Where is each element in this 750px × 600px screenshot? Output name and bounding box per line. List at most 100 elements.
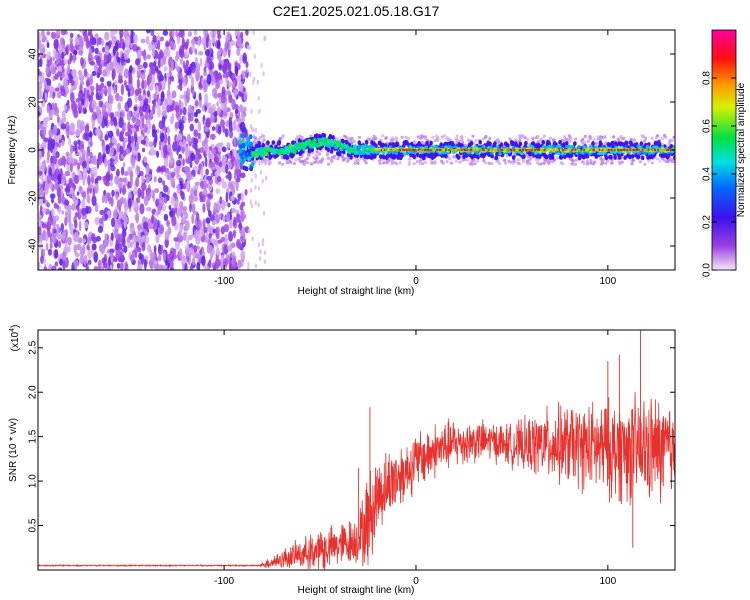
spectrogram-core bbox=[637, 151, 642, 155]
spectrogram-peak bbox=[509, 148, 513, 152]
spectrogram-halo bbox=[317, 152, 322, 156]
spectrogram-noise-blob bbox=[53, 38, 59, 50]
spectrogram-halo bbox=[382, 161, 386, 165]
spectrogram-noise-blob bbox=[190, 66, 196, 74]
spectrogram-noise-blob bbox=[119, 66, 123, 76]
spectrogram-halo bbox=[526, 159, 530, 163]
spectrogram-noise-blob bbox=[127, 128, 133, 137]
spectrogram-peak bbox=[380, 148, 383, 152]
spectrogram-noise-blob bbox=[222, 201, 228, 206]
spectrogram-halo bbox=[418, 136, 422, 140]
spectrogram-noise-blob bbox=[206, 55, 211, 61]
spectrogram-noise-blob bbox=[67, 246, 71, 253]
spectrogram-noise-blob bbox=[188, 194, 194, 204]
spectrogram-halo bbox=[407, 136, 411, 140]
spectrogram-noise-blob bbox=[193, 112, 198, 117]
spectrogram-peak bbox=[540, 148, 543, 152]
spectrogram-noise-blob bbox=[60, 30, 67, 36]
spectrogram-noise-blob bbox=[109, 162, 115, 168]
spectrogram-noise-blob bbox=[210, 173, 214, 178]
spectrogram-halo bbox=[346, 156, 350, 160]
spectrogram-noise-blob bbox=[80, 246, 85, 258]
spectrogram-noise-blob bbox=[225, 212, 231, 223]
spectrogram-noise-blob bbox=[135, 120, 141, 126]
spectrogram-noise-blob bbox=[69, 122, 76, 133]
spectrogram-noise-blob bbox=[39, 204, 43, 216]
spectrogram-noise-blob bbox=[180, 216, 186, 224]
spectrogram-noise-blob bbox=[82, 133, 86, 140]
spectrogram-noise-blob bbox=[41, 98, 46, 108]
spectrogram-halo bbox=[521, 160, 526, 164]
spectrogram-noise-blob bbox=[215, 227, 219, 237]
spectrogram-noise-blob bbox=[147, 85, 154, 91]
spectrogram-noise-blob bbox=[85, 262, 89, 270]
spectrogram-noise-blob bbox=[257, 242, 260, 248]
spectrogram-noise-blob bbox=[232, 257, 236, 268]
spectrogram-halo bbox=[662, 158, 666, 162]
spectrogram-noise-blob bbox=[42, 249, 46, 258]
spectrogram-core bbox=[603, 151, 607, 155]
spectrogram-noise-blob bbox=[187, 133, 191, 144]
spectrogram-noise-blob bbox=[92, 111, 97, 121]
spectrogram-noise-blob bbox=[242, 106, 247, 113]
spectrogram-peak bbox=[626, 148, 629, 152]
spectrogram-noise-blob bbox=[119, 111, 124, 118]
spectrogram-noise-blob bbox=[159, 224, 164, 235]
spectrogram-noise-blob bbox=[50, 138, 56, 149]
spectrogram-noise-blob bbox=[39, 187, 44, 199]
spectrogram-noise-blob bbox=[198, 163, 203, 171]
spectrogram-band bbox=[640, 155, 645, 161]
spectrogram-noise-blob bbox=[39, 56, 43, 68]
spectrogram-noise-blob bbox=[157, 254, 162, 262]
spectrogram-peak bbox=[454, 148, 458, 152]
spectrogram-band bbox=[357, 140, 362, 146]
spectrogram-core bbox=[394, 151, 399, 155]
spectrogram-noise-blob bbox=[187, 170, 192, 182]
spectrogram-noise-blob bbox=[46, 202, 50, 208]
spectrogram-noise-blob bbox=[105, 171, 110, 183]
spectrogram-peak bbox=[435, 148, 439, 152]
spectrogram-noise-blob bbox=[81, 238, 86, 243]
spectrogram-noise-blob bbox=[198, 101, 202, 109]
spectrogram-peak bbox=[503, 148, 505, 152]
spectrogram-onset bbox=[240, 133, 245, 139]
spectrogram-noise-blob bbox=[85, 79, 90, 88]
spectrogram-noise-blob bbox=[136, 69, 142, 76]
spectrogram-noise-blob bbox=[143, 195, 149, 206]
spectrogram-peak bbox=[442, 148, 444, 152]
spectrogram-noise-blob bbox=[209, 30, 213, 38]
spectrogram-noise-blob bbox=[137, 187, 142, 199]
spectrogram-noise-blob bbox=[159, 145, 162, 151]
spectrogram-ridge bbox=[542, 150, 547, 153]
spectrogram-noise-blob bbox=[123, 245, 128, 254]
spectrogram-noise-blob bbox=[110, 232, 114, 241]
spectrogram-halo bbox=[252, 135, 257, 139]
spectrogram-peak bbox=[552, 148, 555, 152]
spectrogram-band bbox=[381, 142, 385, 148]
spectrogram-peak bbox=[448, 148, 451, 152]
spectrogram-noise-blob bbox=[69, 162, 73, 173]
spectrogram-halo bbox=[262, 158, 266, 162]
colorbar: 0.00.20.40.60.8 Normalized spectral ampl… bbox=[702, 29, 747, 277]
spectrogram-noise-blob bbox=[94, 217, 100, 226]
spectrogram-halo bbox=[470, 162, 474, 166]
spectrogram-band bbox=[277, 139, 282, 145]
spectrogram-noise-blob bbox=[101, 266, 105, 270]
spectrogram-noise-blob bbox=[179, 57, 184, 65]
spectrogram-noise-blob bbox=[54, 102, 58, 112]
spectrogram-noise-blob bbox=[253, 53, 256, 59]
spectrogram-noise-blob bbox=[108, 94, 114, 105]
spectrogram-halo bbox=[363, 159, 367, 163]
spectrogram-halo bbox=[559, 161, 563, 165]
spectrogram-halo bbox=[390, 162, 394, 166]
spectrogram-halo bbox=[294, 158, 298, 162]
spectrogram-xlabel: Height of straight line (km) bbox=[298, 286, 415, 297]
spectrogram-halo bbox=[327, 162, 331, 166]
spectrogram-noise-blob bbox=[73, 244, 78, 252]
spectrogram-noise-blob bbox=[208, 245, 213, 253]
spectrogram-halo bbox=[415, 160, 419, 164]
spectrogram-noise-blob bbox=[148, 42, 153, 51]
spectrogram-noise-blob bbox=[138, 88, 142, 95]
spectrogram-halo bbox=[562, 139, 566, 143]
spectrogram-peak bbox=[408, 148, 411, 152]
